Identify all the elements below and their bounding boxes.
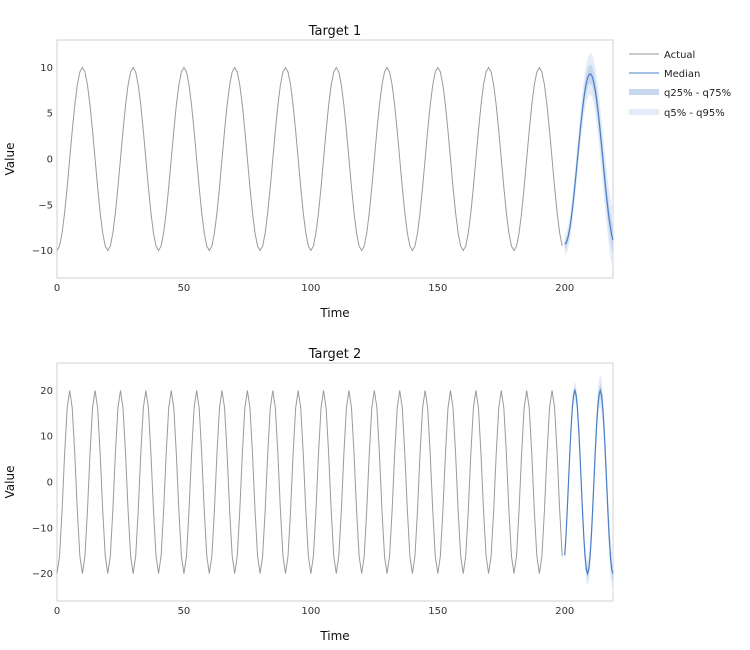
legend-item-q25-q75[interactable]: q25% - q75% xyxy=(629,88,731,99)
forecast-median-line xyxy=(564,73,614,245)
legend-q5-q95-label: q5% - q95% xyxy=(664,108,725,119)
panel-2-marks xyxy=(56,374,614,593)
panel-2-xlabel: Time xyxy=(319,629,349,643)
legend-q25-q75-label: q25% - q75% xyxy=(664,88,731,99)
x-tick-label: 150 xyxy=(428,283,447,294)
panel-1-ticks: 0 50 100 150 200 −10 −5 0 5 10 xyxy=(32,63,574,294)
x-tick-label: 0 xyxy=(54,283,60,294)
legend[interactable]: Actual Median q25% - q75% q5% - q95% xyxy=(629,50,731,119)
x-tick-label: 150 xyxy=(428,606,447,617)
y-tick-label: 10 xyxy=(40,432,53,443)
panel-1-marks xyxy=(56,53,614,271)
panel-2-ylabel: Value xyxy=(3,466,17,499)
y-tick-label: 5 xyxy=(47,109,53,120)
y-tick-label: 20 xyxy=(40,386,53,397)
x-tick-label: 50 xyxy=(178,606,191,617)
panel-target-2: Target 2 0 50 100 150 200 −20 −10 0 10 20 Time Va… xyxy=(3,347,614,643)
legend-item-q5-q95[interactable]: q5% - q95% xyxy=(629,108,725,119)
x-tick-label: 200 xyxy=(555,283,574,294)
panel-1-ylabel: Value xyxy=(3,143,17,176)
x-tick-label: 100 xyxy=(301,283,320,294)
legend-actual-label: Actual xyxy=(664,50,695,61)
y-tick-label: −5 xyxy=(38,200,53,211)
panel-1-xlabel: Time xyxy=(319,306,349,320)
panel-1-plot-frame xyxy=(56,39,614,279)
panel-2-ticks: 0 50 100 150 200 −20 −10 0 10 20 xyxy=(32,386,574,617)
y-tick-label: −10 xyxy=(32,523,53,534)
actual-series-line xyxy=(56,390,563,574)
legend-q5-q95-swatch xyxy=(629,109,659,115)
y-tick-label: −10 xyxy=(32,246,53,257)
y-tick-label: −20 xyxy=(32,569,53,580)
legend-item-actual[interactable]: Actual xyxy=(629,50,695,61)
x-tick-label: 100 xyxy=(301,606,320,617)
x-tick-label: 200 xyxy=(555,606,574,617)
legend-median-label: Median xyxy=(664,69,700,80)
x-tick-label: 0 xyxy=(54,606,60,617)
panel-2-title: Target 2 xyxy=(308,347,362,362)
y-tick-label: 0 xyxy=(47,478,53,489)
forecast-q5-q95-band xyxy=(564,53,613,271)
panel-2-plot-frame xyxy=(56,362,614,602)
actual-series-line xyxy=(56,66,563,252)
legend-item-median[interactable]: Median xyxy=(629,69,700,80)
legend-q25-q75-swatch xyxy=(629,89,659,95)
panel-1-title: Target 1 xyxy=(308,24,362,39)
panel-target-1: Target 1 0 50 100 150 200 −10 −5 0 5 10 Time Valu… xyxy=(3,24,614,320)
y-tick-label: 10 xyxy=(40,63,53,74)
y-tick-label: 0 xyxy=(47,155,53,166)
x-tick-label: 50 xyxy=(178,283,191,294)
forecast-median-line xyxy=(564,388,614,576)
